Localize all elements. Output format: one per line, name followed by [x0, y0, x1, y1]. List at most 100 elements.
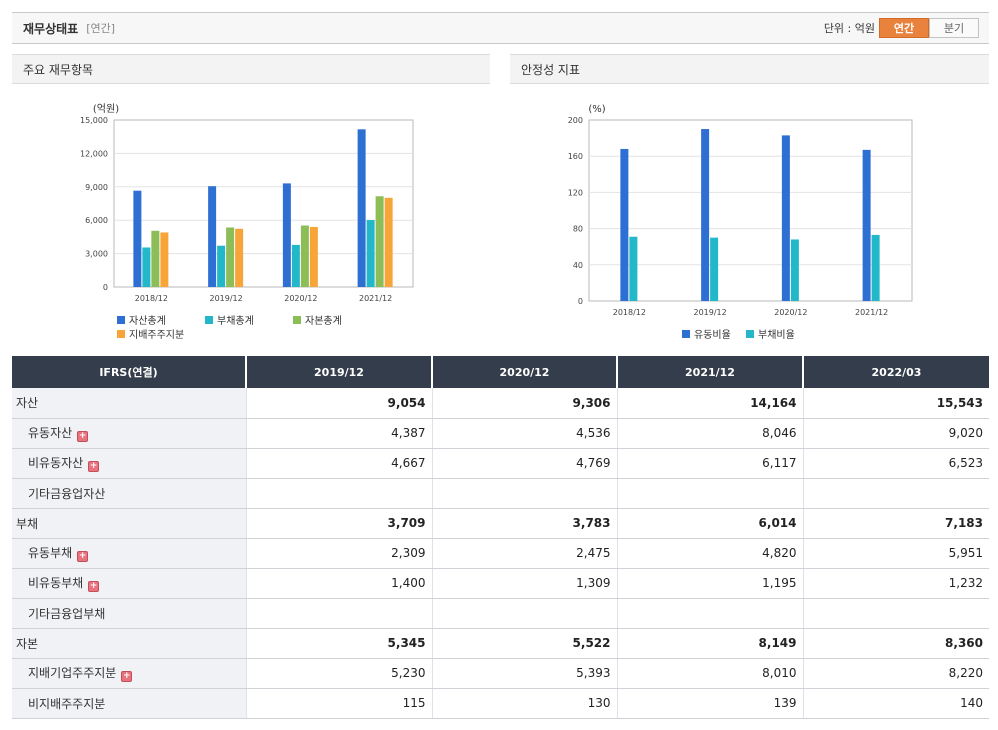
value-cell: 115: [245, 688, 432, 719]
expand-plus-icon[interactable]: +: [88, 581, 100, 592]
key-items-title: 주요 재무항목: [12, 54, 490, 84]
unit-label: 단위 : 억원: [823, 22, 875, 35]
value-cell: 1,232: [802, 568, 989, 599]
row-label-cell: 기타금융업자산: [12, 478, 246, 509]
table-header-row: IFRS(연결) 2019/12 2020/12 2021/12 2022/03: [12, 356, 989, 388]
legend-label: 부채비율: [758, 329, 795, 341]
x-tick-label: 2018/12: [613, 308, 646, 317]
x-tick-label: 2019/12: [694, 308, 727, 317]
value-cell: 14,164: [616, 388, 803, 419]
table-row: 기타금융업부채: [12, 598, 989, 629]
x-tick-label: 2018/12: [135, 294, 168, 303]
value-cell: 8,360: [802, 628, 989, 659]
bar-2: [790, 239, 799, 301]
y-tick-label: 3,000: [85, 250, 108, 259]
table-row: 유동자산 +4,387 4,536 8,046 9,020: [12, 418, 989, 449]
y-tick-label: 15,000: [80, 116, 108, 125]
y-axis-label: (억원): [93, 103, 119, 115]
row-label-cell: 부채: [12, 508, 246, 539]
stability-title: 안정성 지표: [510, 54, 989, 84]
bar-4: [160, 232, 169, 287]
bar-1: [701, 129, 710, 301]
row-label: 비유동부채: [28, 576, 84, 590]
bar-2: [366, 220, 375, 287]
row-label-cell: 기타금융업부채: [12, 598, 246, 629]
value-cell: 139: [616, 688, 803, 719]
statement-header: 재무상태표 [연간] 단위 : 억원 연간 분기: [12, 12, 989, 44]
column-header-standard: IFRS(연결): [12, 356, 246, 388]
value-cell: 9,054: [245, 388, 432, 419]
bar-1: [620, 148, 629, 301]
value-cell: 2,475: [431, 538, 617, 569]
y-tick-label: 40: [573, 261, 583, 270]
bar-2: [142, 247, 151, 287]
column-header-period: 2022/03: [802, 356, 989, 388]
value-cell: 1,400: [245, 568, 432, 599]
value-cell: 6,014: [616, 508, 803, 539]
legend-label: 지배주주지분: [129, 329, 184, 341]
value-cell: 4,667: [245, 448, 432, 479]
y-axis-label: (%): [588, 104, 605, 115]
legend-swatch: [205, 316, 213, 324]
value-cell: 5,230: [245, 658, 432, 689]
table-row: 비유동자산 +4,667 4,769 6,117 6,523: [12, 448, 989, 479]
bar-3: [151, 230, 160, 287]
y-tick-label: 0: [103, 283, 108, 292]
value-cell: [431, 598, 617, 629]
table-row: 자산 9,054 9,306 14,164 15,543: [12, 388, 989, 419]
bar-4: [235, 228, 244, 287]
y-tick-label: 9,000: [85, 183, 108, 192]
legend-swatch: [746, 330, 754, 338]
value-cell: 8,046: [616, 418, 803, 449]
period-toggle: 연간 분기: [879, 18, 979, 38]
value-cell: 5,951: [802, 538, 989, 569]
value-cell: 5,522: [431, 628, 617, 659]
bar-2: [629, 236, 638, 301]
legend-swatch: [117, 316, 125, 324]
bar-1: [133, 190, 142, 287]
table-row: 기타금융업자산: [12, 478, 989, 509]
column-header-period: 2020/12: [431, 356, 617, 388]
row-label: 자본: [16, 636, 39, 651]
table-row: 부채 3,709 3,783 6,014 7,183: [12, 508, 989, 539]
legend-swatch: [117, 330, 125, 338]
value-cell: 8,149: [616, 628, 803, 659]
value-cell: [802, 478, 989, 509]
stability-chart: 0 40 80 120 160 200 (%) 2018/12 2019/12 2020/12 20…: [568, 104, 913, 341]
value-cell: [616, 478, 803, 509]
legend-swatch: [293, 316, 301, 324]
expand-plus-icon[interactable]: +: [77, 431, 89, 442]
row-label-cell: 자본: [12, 628, 246, 659]
x-tick-label: 2020/12: [284, 294, 317, 303]
row-label: 비유동자산: [28, 456, 84, 470]
value-cell: 7,183: [802, 508, 989, 539]
bar-3: [375, 196, 384, 287]
value-cell: 8,010: [616, 658, 803, 689]
bar-1: [357, 129, 366, 287]
bar-2: [291, 244, 300, 287]
value-cell: 3,783: [431, 508, 617, 539]
y-tick-label: 6,000: [85, 216, 108, 225]
bar-2: [871, 234, 880, 301]
value-cell: 1,309: [431, 568, 617, 599]
row-label-cell: 비지배주주지분: [12, 688, 246, 719]
value-cell: 130: [431, 688, 617, 719]
row-label-cell: 지배기업주주지분 +: [12, 658, 246, 689]
bar-1: [282, 183, 291, 287]
annual-tab[interactable]: 연간: [879, 18, 929, 38]
bar-1: [781, 135, 790, 301]
balance-sheet-table: IFRS(연결) 2019/12 2020/12 2021/12 2022/03 자산 9…: [12, 356, 989, 719]
row-label-cell: 유동자산 +: [12, 418, 246, 449]
row-label: 부채: [16, 516, 39, 531]
row-label-cell: 자산: [12, 388, 246, 419]
row-label-cell: 유동부채 +: [12, 538, 246, 569]
table-row: 비유동부채 +1,400 1,309 1,195 1,232: [12, 568, 989, 599]
expand-plus-icon[interactable]: +: [121, 671, 133, 682]
key-items-panel: 주요 재무항목 0 3,000 6,000 9,000 12,000 15,000 (억원)…: [12, 54, 490, 354]
row-label-cell: 비유동부채 +: [12, 568, 246, 599]
expand-plus-icon[interactable]: +: [88, 461, 100, 472]
quarterly-tab[interactable]: 분기: [929, 18, 979, 38]
value-cell: 15,543: [802, 388, 989, 419]
expand-plus-icon[interactable]: +: [77, 551, 89, 562]
row-label-cell: 비유동자산 +: [12, 448, 246, 479]
